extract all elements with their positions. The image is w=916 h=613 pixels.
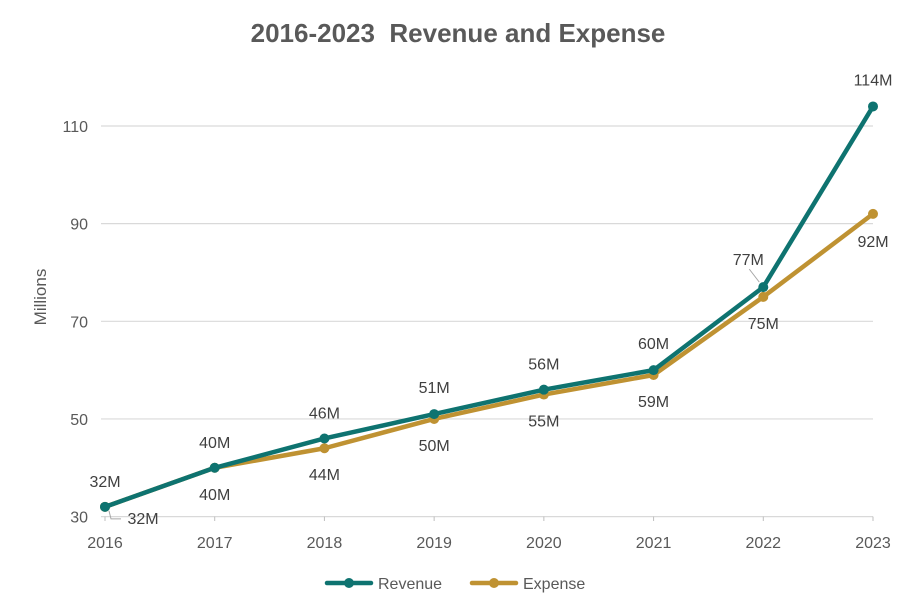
legend-label-expense: Expense [523, 576, 585, 593]
x-tick-label: 2023 [855, 535, 891, 552]
x-tick-label: 2016 [87, 535, 123, 552]
point-revenue [648, 365, 659, 376]
point-expense [758, 291, 769, 302]
point-revenue [429, 409, 440, 420]
x-tick-label: 2018 [307, 535, 343, 552]
chart-title: 2016-2023 Revenue and Expense [251, 18, 666, 48]
x-tick-label: 2021 [636, 535, 672, 552]
data-label-revenue: 51M [419, 380, 450, 397]
legend-label-revenue: Revenue [378, 576, 442, 593]
gridlines [101, 125, 873, 518]
point-revenue [538, 384, 549, 395]
data-label-revenue: 60M [638, 336, 669, 353]
data-labels: 32M 40M 46M 51M 56M 60M 77M 114M 32M 40M 44M 50M 55M… [89, 72, 892, 527]
data-label-expense: 92M [857, 234, 888, 251]
x-tick-label: 2019 [416, 535, 452, 552]
y-tick-label: 50 [70, 412, 88, 429]
point-expense [868, 208, 878, 219]
point-revenue [100, 501, 110, 512]
data-label-expense: 55M [528, 414, 559, 431]
legend-marker-expense [489, 578, 499, 588]
data-label-revenue: 77M [733, 252, 764, 269]
y-tick-label: 90 [70, 217, 88, 234]
data-label-revenue: 32M [89, 474, 120, 491]
point-revenue [319, 433, 330, 444]
data-label-expense: 50M [419, 438, 450, 455]
x-tick-label: 2020 [526, 535, 562, 552]
y-axis-label: Millions [31, 269, 50, 326]
data-label-expense: 44M [309, 467, 340, 484]
y-tick-label: 110 [62, 119, 88, 136]
data-label-expense: 59M [638, 394, 669, 411]
data-label-revenue: 56M [528, 357, 559, 374]
leader-line [748, 268, 760, 283]
data-label-revenue: 46M [309, 405, 340, 422]
data-label-expense: 32M [127, 511, 158, 528]
series-line-revenue [102, 104, 876, 510]
point-expense [319, 443, 330, 454]
x-axis-ticks: 2016 2017 2018 2019 2020 2021 2022 2023 [87, 516, 891, 552]
y-tick-label: 70 [70, 314, 88, 331]
x-tick-label: 2022 [745, 535, 781, 552]
leader-line [108, 510, 121, 520]
data-label-expense: 40M [199, 487, 230, 504]
x-tick-label: 2017 [197, 535, 233, 552]
data-label-revenue: 40M [199, 435, 230, 452]
point-revenue [868, 101, 878, 112]
y-axis-ticks: 30 50 70 90 110 [62, 119, 88, 527]
legend: Revenue Expense [324, 576, 585, 593]
data-label-revenue: 114M [854, 72, 893, 89]
y-tick-label: 30 [70, 510, 88, 527]
point-revenue [758, 282, 769, 293]
series-layer [100, 101, 878, 512]
data-label-expense: 75M [748, 316, 779, 333]
point-revenue [209, 462, 220, 473]
legend-marker-revenue [344, 578, 354, 588]
